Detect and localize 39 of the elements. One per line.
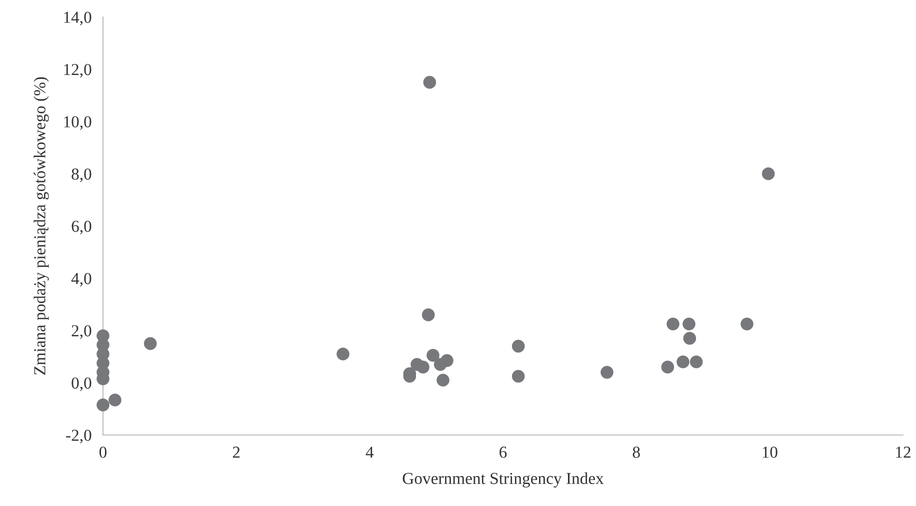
x-tick-label: 0 — [99, 446, 107, 458]
x-tick-label: 12 — [896, 446, 910, 458]
y-tick-label: 0,0 — [72, 377, 92, 392]
x-tick-label: 4 — [366, 446, 374, 458]
y-tick-label: -2,0 — [66, 430, 92, 444]
point — [336, 348, 350, 360]
point — [416, 360, 430, 374]
y-tick-label: 6,0 — [72, 220, 92, 234]
y-tick-label: 8,0 — [72, 168, 92, 182]
y-tick-label: 14,0 — [64, 12, 92, 26]
point — [422, 308, 435, 322]
point — [682, 318, 696, 330]
y-tick-label: 12,0 — [64, 64, 92, 78]
y-tick-label: 2,0 — [72, 325, 92, 339]
point — [144, 337, 157, 350]
point — [666, 318, 680, 330]
point — [683, 332, 696, 345]
x-tick-label: 8 — [632, 446, 640, 458]
x-tick-label: 6 — [500, 446, 507, 458]
x-tick-label: 10 — [762, 446, 778, 458]
point — [661, 360, 674, 374]
x-tick-label: 2 — [232, 446, 240, 458]
point — [108, 394, 122, 406]
point — [434, 358, 447, 371]
y-tick-label: 10,0 — [64, 116, 92, 130]
point — [740, 318, 754, 330]
point — [762, 167, 775, 180]
point — [426, 348, 440, 362]
point — [676, 355, 690, 368]
y-axis-title: Zmiana podaży pieniądza gotówkowego (%) — [34, 77, 49, 375]
point — [423, 76, 436, 89]
point — [512, 370, 525, 383]
point — [96, 398, 110, 412]
x-axis-title: Government Stringency Index — [402, 472, 604, 488]
point — [690, 355, 703, 368]
y-tick-label: 4,0 — [71, 272, 92, 287]
point — [436, 374, 450, 387]
point — [512, 340, 525, 353]
point — [600, 366, 614, 379]
